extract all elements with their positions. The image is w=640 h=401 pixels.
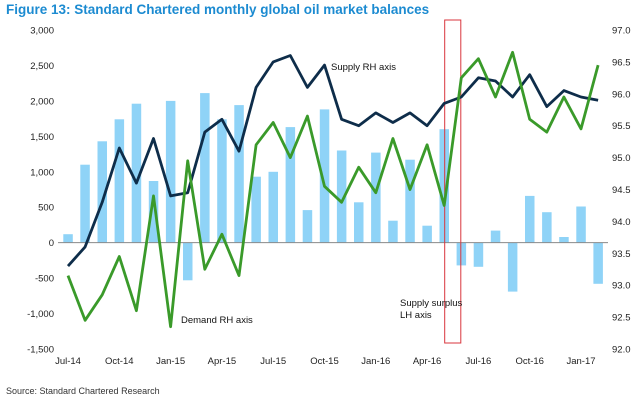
surplus-bar <box>148 181 159 243</box>
lines-layer <box>66 50 600 329</box>
left-tick-label: 1,000 <box>30 167 54 178</box>
left-tick-label: 500 <box>38 203 54 214</box>
surplus-bar <box>131 103 142 243</box>
right-tick-label: 96.5 <box>612 57 631 68</box>
right-tick-label: 92.5 <box>612 313 631 324</box>
left-tick-label: 2,500 <box>30 61 54 72</box>
surplus-bar <box>165 100 176 243</box>
figure-title: Figure 13: Standard Chartered monthly gl… <box>6 2 430 17</box>
right-tick-label: 94.5 <box>612 185 631 196</box>
demand-line <box>66 50 600 329</box>
supply-series-label: Supply RH axis <box>331 62 396 73</box>
right-tick-label: 93.0 <box>612 281 631 292</box>
surplus-bar <box>542 212 552 243</box>
surplus-bar <box>268 171 278 243</box>
x-tick-label: Jan-15 <box>156 356 185 367</box>
surplus-bar <box>63 234 73 243</box>
surplus-bar <box>251 176 261 243</box>
surplus-bar <box>336 150 347 243</box>
surplus-bar <box>234 105 244 243</box>
x-tick-label: Jan-16 <box>361 356 390 367</box>
surplus-bar <box>285 127 296 243</box>
surplus-bar <box>422 225 432 243</box>
left-tick-label: 2,000 <box>30 96 54 107</box>
x-tick-label: Jul-16 <box>465 356 491 367</box>
surplus-bar <box>319 109 330 243</box>
surplus-bar <box>200 93 210 243</box>
surplus-bar <box>473 242 484 267</box>
surplus-bar <box>576 206 586 243</box>
demand-series-label: Demand RH axis <box>181 315 253 326</box>
x-tick-label: Apr-16 <box>413 356 442 367</box>
surplus-bar <box>559 237 569 243</box>
x-tick-label: Jul-14 <box>55 356 81 367</box>
right-tick-label: 92.0 <box>612 345 631 356</box>
x-tick-label: Jul-15 <box>260 356 286 367</box>
surplus-bar <box>388 220 398 243</box>
x-tick-label: Apr-15 <box>208 356 237 367</box>
right-tick-label: 94.0 <box>612 217 631 228</box>
surplus-series-label-line2: LH axis <box>400 310 432 321</box>
surplus-bar <box>593 242 603 284</box>
source-note: Source: Standard Chartered Research <box>6 386 160 396</box>
x-tick-label: Jan-17 <box>566 356 595 367</box>
surplus-bar <box>354 202 364 243</box>
left-tick-label: -500 <box>35 274 54 285</box>
left-tick-label: 3,000 <box>30 26 54 37</box>
surplus-series-label-line1: Supply surplus <box>400 298 463 309</box>
surplus-bar <box>405 159 415 243</box>
surplus-bar <box>302 210 313 243</box>
left-axis: -1,500 -1,000 -500 0 500 1,000 1,500 2,000 2,500… <box>27 26 54 356</box>
surplus-bar <box>490 230 501 243</box>
surplus-bar <box>371 152 381 243</box>
surplus-bar <box>456 242 467 266</box>
right-axis: 92.0 92.5 93.0 93.5 94.0 94.5 95.0 95.5 96.0 96.5… <box>612 26 631 356</box>
right-tick-label: 97.0 <box>612 26 631 37</box>
surplus-bar <box>183 242 193 281</box>
left-tick-label: -1,500 <box>27 345 54 356</box>
x-tick-label: Oct-16 <box>515 356 544 367</box>
supply-line <box>66 54 599 268</box>
left-tick-label: 0 <box>49 238 54 249</box>
right-tick-label: 95.5 <box>612 121 631 132</box>
surplus-bar <box>80 164 90 243</box>
right-tick-label: 95.0 <box>612 153 631 164</box>
right-tick-label: 93.5 <box>612 249 631 260</box>
x-tick-label: Oct-14 <box>105 356 134 367</box>
bars-layer <box>63 93 603 292</box>
surplus-bar <box>217 119 227 243</box>
x-tick-label: Oct-15 <box>310 356 339 367</box>
surplus-bar <box>525 195 535 243</box>
x-axis: Jul-14 Oct-14 Jan-15 Apr-15 Jul-15 Oct-15 Jan-… <box>55 356 595 367</box>
right-tick-label: 96.0 <box>612 89 631 100</box>
surplus-bar <box>97 141 107 243</box>
left-tick-label: 1,500 <box>30 132 54 143</box>
highlight-box <box>444 19 462 344</box>
surplus-bar <box>507 242 518 292</box>
surplus-bar <box>114 119 125 243</box>
left-tick-label: -1,000 <box>27 309 54 320</box>
